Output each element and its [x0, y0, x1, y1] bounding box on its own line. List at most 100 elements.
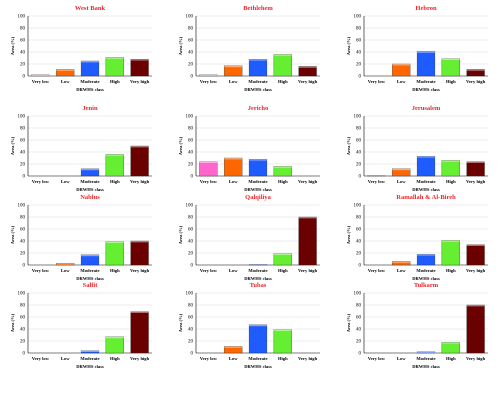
bar-low — [56, 69, 75, 77]
x-tick-label: Very high — [130, 356, 150, 361]
y-tick-label: 0 — [23, 264, 26, 269]
y-tick-label: 80 — [188, 304, 194, 309]
x-tick-label: Low — [397, 268, 406, 273]
bar-highlight — [392, 261, 411, 263]
y-tick-label: 20 — [188, 252, 194, 257]
y-tick-label: 20 — [20, 63, 26, 68]
y-tick-label: 80 — [356, 27, 362, 32]
y-tick-label: 80 — [356, 304, 362, 309]
x-tick-label: High — [278, 179, 288, 184]
x-tick-label: Very high — [298, 268, 318, 273]
y-tick-label: 80 — [20, 304, 26, 309]
x-tick-label: Low — [61, 356, 70, 361]
x-tick-label: Moderate — [80, 268, 99, 273]
bar-very-high — [130, 145, 149, 177]
bar-very-low — [199, 161, 218, 177]
panel-title: Nablus — [80, 194, 100, 201]
y-tick-label: 0 — [191, 264, 194, 269]
bar-highlight — [105, 57, 124, 59]
x-tick-label: Low — [61, 79, 70, 84]
bar-moderate — [248, 264, 268, 266]
x-axis-title: DRWHS class — [76, 87, 104, 92]
x-tick-label: Low — [61, 179, 70, 184]
y-tick-label: 60 — [188, 316, 194, 321]
bar-highlight — [224, 346, 243, 348]
y-tick-label: 100 — [186, 15, 194, 20]
bar-very-high — [466, 304, 485, 354]
y-tick-label: 20 — [20, 252, 26, 257]
bar-highlight — [105, 336, 124, 339]
panel-nablus: Nablus 0 20 40 60 80 100 Very low Low Moderate Hig… — [10, 194, 152, 281]
bar-highlight — [441, 160, 460, 162]
y-tick-label: 40 — [20, 151, 26, 156]
x-tick-label: Moderate — [80, 356, 99, 361]
y-tick-label: 0 — [359, 264, 362, 269]
bar-highlight — [273, 54, 292, 56]
y-tick-label: 40 — [188, 240, 194, 245]
bar-high — [441, 240, 460, 266]
bar-moderate — [416, 156, 436, 177]
x-tick-label: Moderate — [248, 79, 267, 84]
x-tick-label: Very high — [466, 268, 486, 273]
y-tick-label: 20 — [356, 163, 362, 168]
bar-highlight — [441, 240, 460, 242]
y-tick-label: 0 — [191, 175, 194, 180]
bar-highlight — [466, 69, 485, 71]
x-tick-label: Low — [229, 268, 238, 273]
x-axis-title: DRWHS class — [244, 364, 272, 369]
x-axis-title: DRWHS class — [76, 276, 104, 281]
bar-high — [441, 160, 460, 177]
bar-low — [392, 168, 411, 177]
bar-highlight — [31, 74, 50, 76]
y-tick-label: 0 — [23, 75, 26, 80]
y-axis-title: Area (%) — [178, 36, 183, 55]
x-tick-label: Very low — [200, 79, 218, 84]
bar-highlight — [199, 74, 218, 76]
bar-highlight — [392, 64, 411, 66]
panel-title: Tubas — [250, 282, 267, 289]
x-tick-label: Low — [61, 268, 70, 273]
bar-very-high — [130, 240, 149, 266]
x-tick-label: Moderate — [416, 268, 435, 273]
bar-highlight — [105, 241, 124, 243]
y-tick-label: 60 — [20, 316, 26, 321]
y-tick-label: 40 — [356, 151, 362, 156]
panel-bethlehem: Bethlehem 0 20 40 60 80 100 Very low Low Moderate… — [178, 5, 320, 92]
x-tick-label: Low — [397, 79, 406, 84]
y-tick-label: 100 — [186, 204, 194, 209]
y-tick-label: 40 — [20, 51, 26, 56]
y-tick-label: 40 — [20, 328, 26, 333]
y-tick-label: 40 — [188, 151, 194, 156]
bar-very-high — [298, 216, 317, 266]
y-tick-label: 40 — [356, 51, 362, 56]
panel-title: Qalqiliya — [245, 194, 271, 201]
x-tick-label: Moderate — [248, 356, 267, 361]
bar-very-high — [466, 161, 485, 177]
bar-highlight — [56, 69, 75, 71]
y-axis-title: Area (%) — [346, 225, 351, 244]
y-axis-title: Area (%) — [178, 136, 183, 155]
x-axis-title: DRWHS class — [244, 187, 272, 192]
x-tick-label: Very low — [32, 268, 50, 273]
x-tick-label: Moderate — [416, 356, 435, 361]
bar-highlight — [367, 175, 386, 176]
y-tick-label: 100 — [354, 115, 362, 120]
bar-moderate — [80, 60, 100, 77]
y-axis-title: Area (%) — [10, 136, 15, 155]
x-tick-label: High — [446, 268, 456, 273]
x-tick-label: High — [278, 356, 288, 361]
x-axis-title: DRWHS class — [76, 364, 104, 369]
bar-highlight — [130, 146, 149, 148]
x-tick-label: Very high — [130, 79, 150, 84]
panel-title: West Bank — [75, 5, 106, 12]
bar-very-high — [298, 66, 317, 77]
x-tick-label: Low — [229, 356, 238, 361]
bar-highlight — [130, 311, 149, 313]
x-tick-label: High — [446, 356, 456, 361]
bar-highlight — [466, 244, 485, 246]
bar-highlight — [249, 59, 267, 61]
y-tick-label: 60 — [356, 39, 362, 44]
panel-title: Tulkarm — [414, 282, 439, 289]
y-tick-label: 20 — [356, 252, 362, 257]
x-tick-label: Very high — [298, 179, 318, 184]
